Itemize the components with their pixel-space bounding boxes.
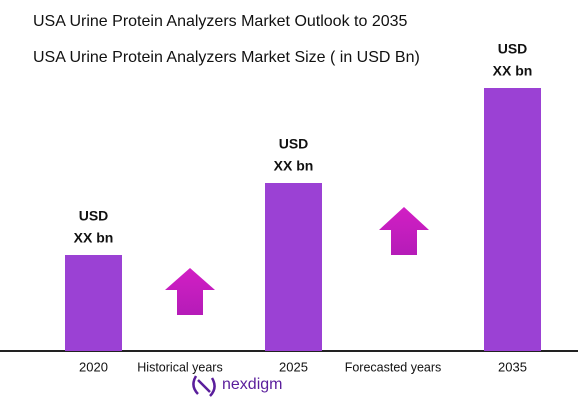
annotation: Historical years: [137, 360, 222, 374]
value-label: USD: [79, 208, 109, 224]
x-tick-label: 2035: [498, 359, 527, 374]
bar: [65, 255, 122, 351]
value-label: XX bn: [74, 230, 114, 246]
x-tick-label: 2025: [279, 359, 308, 374]
value-label: USD: [279, 136, 309, 152]
bar: [265, 183, 322, 351]
brand-name: nexdigm: [222, 376, 282, 393]
x-tick-label: 2020: [79, 359, 108, 374]
annotation: Forecasted years: [345, 360, 442, 374]
value-label: XX bn: [493, 63, 533, 79]
bar: [484, 88, 541, 351]
growth-arrow: [379, 207, 429, 255]
chart-subtitle: USA Urine Protein Analyzers Market Size …: [33, 49, 420, 66]
chart-title: USA Urine Protein Analyzers Market Outlo…: [33, 13, 408, 30]
value-label: XX bn: [274, 158, 314, 174]
brand-logo: [192, 375, 216, 397]
growth-arrow: [165, 268, 215, 315]
value-label: USD: [498, 41, 528, 57]
